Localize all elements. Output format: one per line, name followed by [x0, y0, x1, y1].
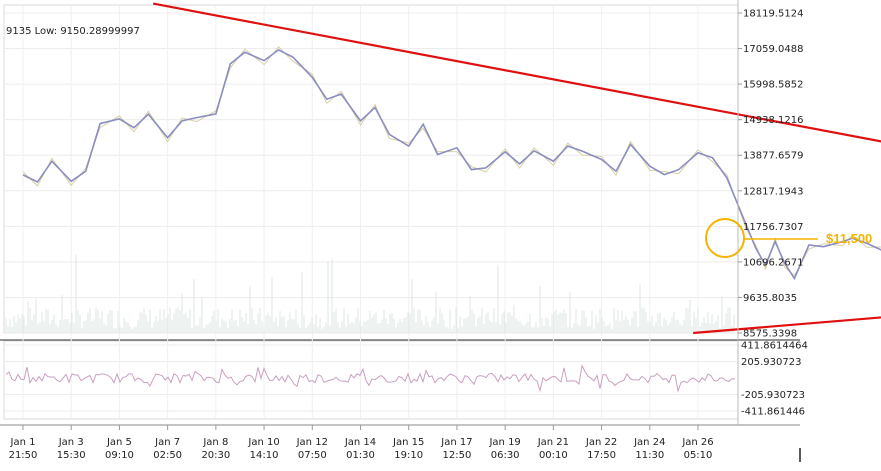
oscillator-tick-label: 411.8614464 [741, 341, 808, 352]
x-tick-label-time: 05:10 [684, 450, 713, 461]
grid [0, 4, 800, 426]
oscillator-line [5, 364, 736, 393]
trendlines [152, 2, 881, 335]
x-tick-label-time: 12:50 [443, 450, 472, 461]
x-tick-label-date: Jan 15 [392, 437, 424, 448]
x-tick-label-date: Jan 19 [488, 437, 520, 448]
oscillator-tick-label: -205.930723 [741, 390, 805, 401]
price-tick-label: 15998.5852 [743, 80, 803, 91]
price-tick-label: 8575.3398 [743, 329, 797, 340]
x-tick-label-date: Jan 8 [202, 437, 228, 448]
x-tick-label-date: Jan 3 [58, 437, 84, 448]
x-tick-label-date: Jan 12 [296, 437, 328, 448]
x-tick-label-time: 15:30 [57, 450, 86, 461]
x-tick-label-time: 14:10 [250, 450, 279, 461]
x-tick-label-time: 00:10 [539, 450, 568, 461]
price-tick-label: 13877.6579 [743, 151, 803, 162]
x-tick-label-date: Jan 24 [633, 437, 665, 448]
x-tick-label-date: Jan 14 [344, 437, 376, 448]
price-tick-label: 18119.5124 [743, 9, 803, 20]
x-tick-label-time: 17:50 [587, 450, 616, 461]
price-series [22, 46, 881, 281]
x-tick-label-date: Jan 7 [154, 437, 180, 448]
x-tick-label-time: 01:30 [346, 450, 375, 461]
x-tick-label-date: Jan 5 [106, 437, 132, 448]
x-tick-label-date: Jan 26 [681, 437, 713, 448]
x-tick-label-time: 21:50 [9, 450, 38, 461]
price-tick-label: 17059.0488 [743, 44, 803, 55]
price-tick-label: 14938.1216 [743, 115, 803, 126]
price-info-text: 9135 Low: 9150.28999997 [6, 26, 140, 37]
price-tick-label: 12817.1943 [743, 186, 803, 197]
x-tick-label-date: Jan 22 [585, 437, 617, 448]
annotation [705, 218, 818, 258]
price-callout-label: $11,500 [826, 231, 873, 246]
price-tick-label: 9635.8035 [743, 293, 797, 304]
x-tick-label-date: Jan 10 [247, 437, 279, 448]
support-trendline [693, 316, 881, 335]
price-line [22, 48, 881, 281]
price-tick-label: 10696.2671 [743, 257, 803, 268]
x-tick-label-time: 09:10 [105, 450, 134, 461]
oscillator-series [5, 364, 736, 393]
axes: 18119.5124 17059.0488 15998.5852 14938.1216… [9, 0, 808, 462]
x-tick-label-time: 02:50 [153, 450, 182, 461]
resistance-trendline [152, 2, 881, 143]
price-panel [3, 4, 739, 334]
x-tick-label-date: Jan 21 [537, 437, 569, 448]
x-tick-label-date: Jan 1 [10, 437, 36, 448]
x-tick-label-date: Jan 17 [440, 437, 472, 448]
x-tick-label-time: 07:50 [298, 450, 327, 461]
x-tick-label-time: 11:30 [635, 450, 664, 461]
oscillator-tick-label: 205.930723 [741, 357, 801, 368]
x-tick-label-time: 19:10 [394, 450, 423, 461]
highlight-circle [705, 218, 745, 258]
x-tick-label-time: 20:30 [201, 450, 230, 461]
volume-bars [5, 254, 735, 333]
price-tick-label: 11756.7307 [743, 222, 803, 233]
x-tick-label-time: 06:30 [491, 450, 520, 461]
oscillator-tick-label: -411.861446 [741, 407, 805, 418]
